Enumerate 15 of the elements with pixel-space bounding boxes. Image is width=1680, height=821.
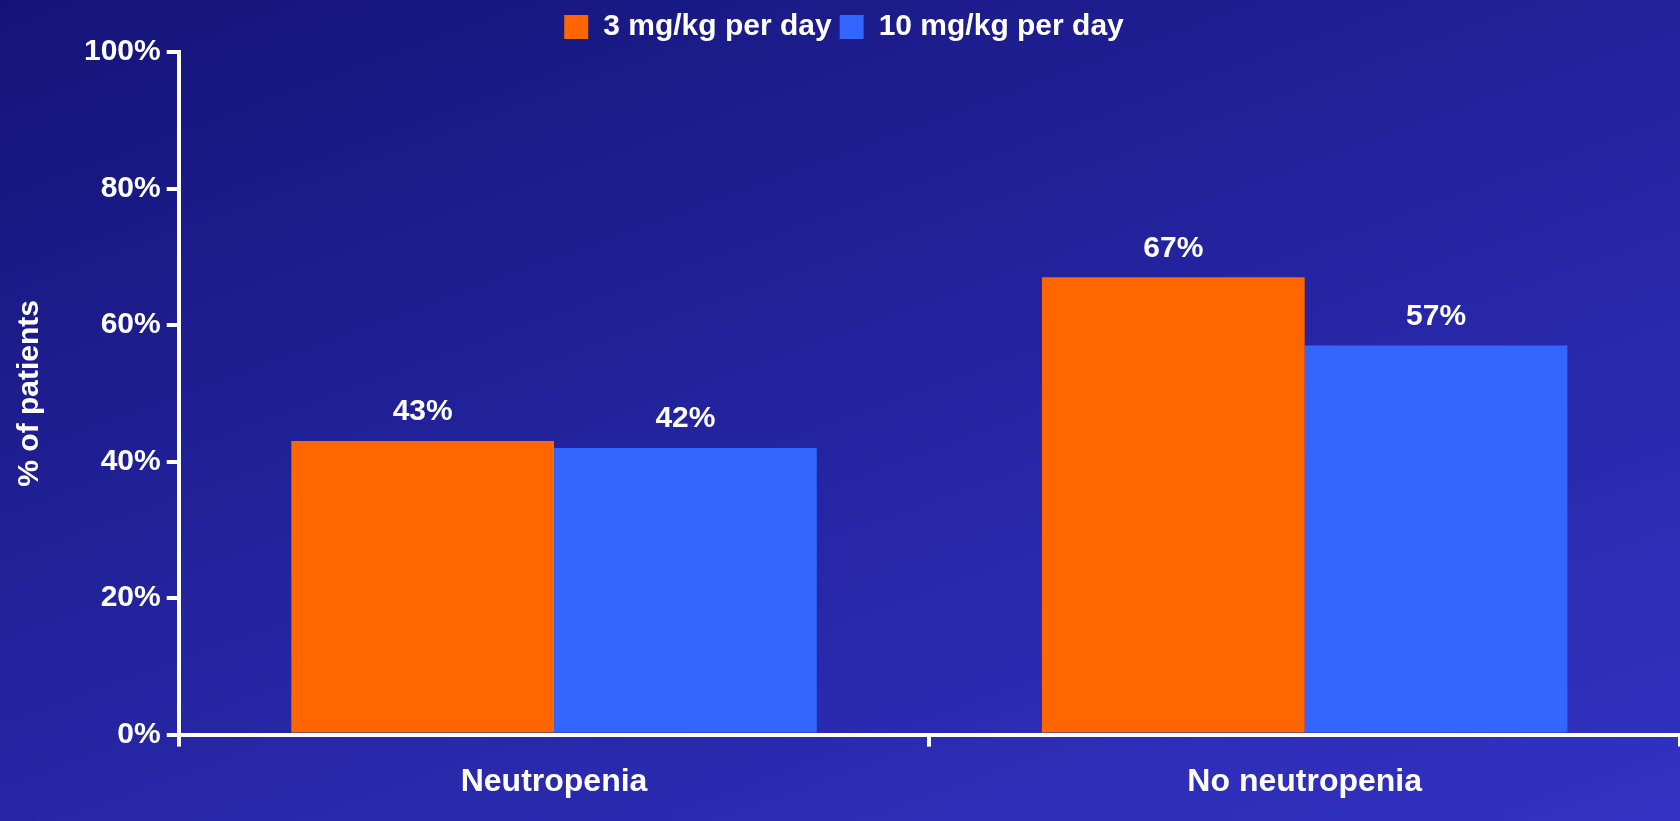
x-tick-label: Neutropenia [460,761,648,798]
y-tick-label: 60% [100,306,161,340]
data-label: 43% [392,393,453,427]
y-tick-label: 0% [117,715,161,749]
data-label: 67% [1143,229,1204,263]
legend-label: 10 mg/kg per day [878,8,1125,42]
data-label: 42% [655,400,716,434]
legend-label: 3 mg/kg per day [603,8,832,42]
y-tick-label: 20% [100,579,161,613]
x-tick-label: No neutropenia [1187,761,1423,798]
y-tick-label: 40% [100,442,161,476]
data-label: 57% [1406,297,1467,331]
y-tick-label: 100% [83,33,161,67]
y-tick-label: 80% [100,169,161,203]
y-axis-title: % of patients [11,299,45,487]
